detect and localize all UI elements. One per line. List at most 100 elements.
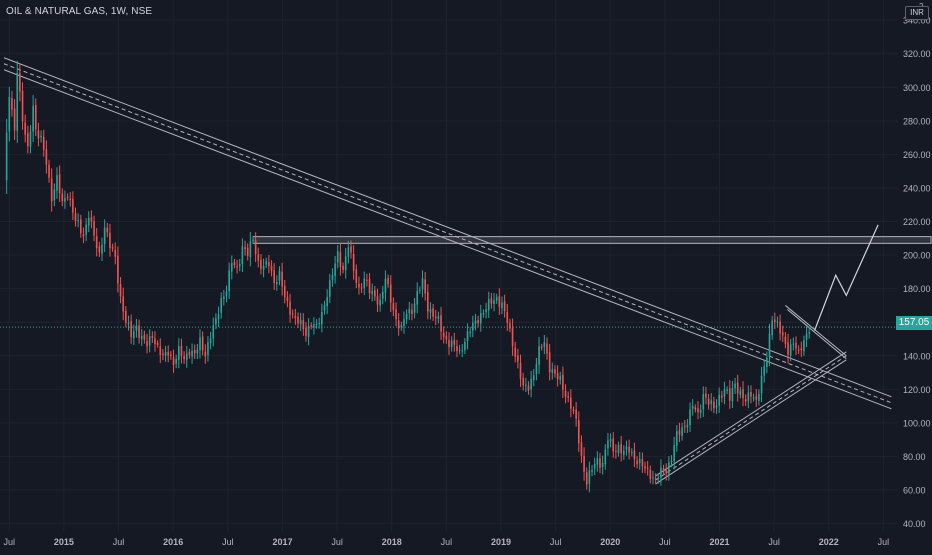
candle: [326, 297, 328, 307]
candle: [562, 374, 564, 390]
candle: [546, 343, 548, 354]
candle: [19, 73, 21, 92]
candle: [93, 221, 95, 236]
candle: [397, 320, 400, 329]
candle: [649, 469, 652, 480]
candle: [254, 240, 257, 255]
candle: [416, 291, 419, 305]
y-tick-label: 280.00: [903, 116, 931, 126]
candle: [130, 321, 132, 338]
candle: [339, 252, 342, 267]
candle: [721, 395, 723, 398]
candle: [143, 334, 146, 340]
candle: [636, 460, 638, 465]
candle: [8, 96, 11, 132]
candle: [424, 279, 426, 294]
y-tick-label: 40.00: [903, 519, 926, 529]
candle: [220, 298, 223, 313]
candle: [429, 309, 432, 313]
candle: [223, 296, 225, 299]
candle: [713, 401, 715, 409]
candle: [185, 353, 188, 361]
candle: [225, 291, 228, 297]
candle: [262, 265, 265, 271]
currency-button[interactable]: INR: [905, 6, 929, 20]
candle: [183, 355, 185, 360]
candle: [477, 319, 479, 324]
candle: [207, 342, 209, 356]
candle: [302, 320, 305, 330]
candle: [178, 346, 180, 361]
candle: [506, 311, 509, 323]
candle: [66, 196, 69, 198]
candle: [315, 323, 318, 325]
candle: [575, 409, 577, 419]
candle: [432, 308, 434, 317]
candle: [675, 431, 678, 446]
candle: [482, 313, 485, 315]
candle: [564, 390, 567, 397]
candle: [289, 301, 291, 315]
candle: [596, 458, 599, 465]
candle: [464, 341, 466, 351]
candle: [236, 266, 238, 268]
candle: [27, 133, 29, 146]
candle: [90, 217, 93, 222]
candle: [278, 270, 281, 281]
y-tick-label: 140.00: [903, 351, 931, 361]
candle: [570, 397, 572, 409]
candle: [437, 316, 440, 319]
candle: [350, 246, 352, 253]
pennant-upper: [785, 305, 847, 357]
candle: [710, 400, 713, 404]
candle: [77, 220, 79, 222]
candle: [201, 336, 204, 351]
candle: [803, 340, 805, 352]
candle: [135, 325, 138, 331]
candle: [678, 430, 681, 435]
candle: [707, 398, 710, 406]
candle: [789, 344, 792, 356]
candle: [604, 449, 607, 465]
candle: [599, 458, 601, 468]
candle: [411, 309, 413, 314]
x-tick-label: 2019: [491, 537, 511, 547]
candle: [82, 234, 85, 237]
y-tick-label: 260.00: [903, 150, 931, 160]
y-tick-label: 100.00: [903, 418, 931, 428]
x-tick-label: 2015: [54, 537, 74, 547]
candle: [111, 246, 114, 249]
candle: [633, 450, 636, 460]
candle: [559, 376, 562, 381]
candle: [265, 261, 268, 265]
y-tick-label: 240.00: [903, 183, 931, 193]
candle: [180, 345, 183, 357]
candle: [103, 227, 106, 244]
candle: [140, 336, 143, 339]
candle: [310, 325, 313, 327]
candle: [228, 270, 230, 292]
candle: [469, 331, 472, 333]
candle: [321, 311, 323, 325]
candle: [752, 397, 755, 399]
candle: [106, 227, 109, 233]
candle: [538, 346, 540, 365]
candle: [193, 350, 196, 354]
candle: [453, 339, 456, 345]
candle: [702, 394, 705, 410]
candle: [585, 472, 588, 485]
candle: [572, 409, 575, 412]
candle: [276, 282, 278, 285]
candle: [61, 193, 64, 202]
candle: [297, 316, 299, 324]
candle: [644, 466, 646, 469]
candle: [64, 197, 66, 202]
candle: [188, 352, 191, 356]
candle: [670, 460, 673, 462]
candle: [773, 319, 776, 323]
candle: [419, 289, 421, 291]
candle: [45, 149, 48, 165]
descending-channel-edge: [3, 69, 892, 410]
